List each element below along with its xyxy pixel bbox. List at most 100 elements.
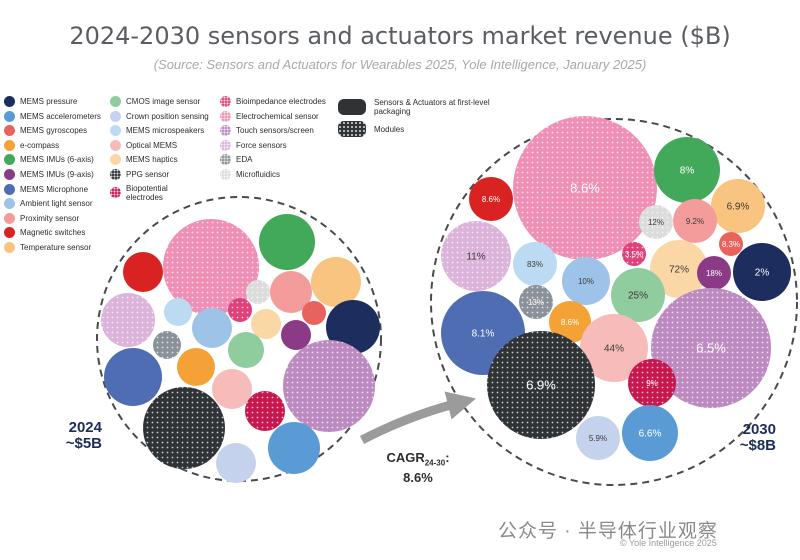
bubble-2030 — [469, 177, 513, 221]
copyright-text: © Yole Intelligence 2025 — [620, 538, 717, 548]
bubble-label-2030: 9.2% — [686, 217, 704, 226]
legend-label: Biopotential electrodes — [126, 183, 168, 202]
total-2030: ~$8B — [739, 437, 776, 454]
legend-item: MEMS gyroscopes — [4, 125, 88, 137]
legend-label: Optical MEMS — [126, 140, 178, 150]
legend-item: Touch sensors/screen — [220, 125, 314, 137]
bubble-label-2030: 3.5% — [625, 250, 643, 259]
bubble-label-2030: 5.9% — [589, 434, 607, 443]
legend-packaging-swatch — [338, 121, 366, 137]
legend-swatch — [4, 242, 15, 253]
cagr-text: CAGR — [386, 450, 425, 465]
cagr-label: CAGR24-30: 8.6% — [378, 451, 458, 485]
legend-swatch — [4, 212, 15, 224]
legend-swatch — [220, 110, 231, 122]
legend-item: CMOS image sensor — [110, 96, 200, 107]
legend: MEMS pressure MEMS accelerometers MEMS gyr… — [0, 0, 520, 260]
legend-item: Crown position sensing — [110, 110, 209, 122]
legend-label: MEMS Microphone — [20, 184, 89, 194]
bubble-2030 — [697, 256, 731, 290]
legend-item: Bioimpedance electrodes — [220, 96, 326, 107]
bubble-2030 — [654, 137, 720, 203]
legend-item: Ambient light sensor — [4, 198, 93, 210]
bubble-2024 — [311, 257, 361, 307]
bubble-2024 — [177, 348, 215, 386]
legend-swatch — [110, 96, 121, 107]
legend-item: Force sensors — [220, 139, 287, 151]
legend-packaging-item: Sensors & Actuators at first-level packa… — [338, 98, 504, 116]
chart-title: 2024-2030 sensors and actuators market r… — [69, 22, 731, 50]
year-label-2024: 2024 ~$5B — [40, 420, 102, 452]
bubble-texture-2030 — [651, 288, 771, 408]
bubble-2024 — [216, 443, 256, 483]
bubble-2024 — [123, 252, 163, 292]
legend-swatch — [220, 125, 231, 137]
bubble-2030 — [673, 199, 717, 243]
legend-item: MEMS haptics — [110, 154, 178, 166]
legend-item: Electrochemical sensor — [220, 110, 319, 122]
bubble-label-2030: 25% — [628, 291, 648, 302]
legend-label: PPG sensor — [126, 170, 170, 179]
legend-packaging-label: Sensors & Actuators at first-level packa… — [374, 98, 490, 116]
bubble-texture-2030 — [628, 359, 676, 407]
legend-label: MEMS microspeakers — [126, 126, 205, 136]
legend-label: CMOS image sensor — [126, 97, 201, 106]
legend-swatch — [4, 169, 15, 180]
legend-label: Ambient light sensor — [20, 199, 93, 209]
legend-swatch — [220, 169, 231, 180]
legend-item: Biopotential electrodes — [110, 184, 196, 202]
legend-swatch — [4, 154, 15, 166]
bubble-2024 — [270, 271, 312, 313]
bubble-label-2030: 8% — [680, 166, 695, 177]
legend-label: Magnetic switches — [20, 228, 86, 238]
legend-swatch — [110, 110, 121, 122]
bubble-label-2030: 83% — [527, 260, 543, 269]
bubble-2024 — [104, 348, 162, 406]
legend-label: e-compass — [20, 140, 60, 150]
bubble-2030 — [549, 301, 591, 343]
legend-label: EDA — [236, 155, 253, 165]
bubble-2030 — [580, 314, 648, 382]
legend-label: Proximity sensor — [20, 213, 80, 223]
legend-swatch — [220, 96, 231, 107]
legend-item: EDA — [220, 154, 253, 166]
bubble-texture-2024 — [245, 391, 285, 431]
bubble-texture-2030 — [487, 331, 595, 439]
bubble-2030 — [622, 405, 678, 461]
bubble-2024 — [164, 298, 192, 326]
bubble-2024 — [281, 320, 311, 350]
legend-packaging-swatch — [338, 99, 366, 115]
cagr-value: 8.6% — [403, 469, 433, 485]
bubble-2024 — [192, 308, 232, 348]
bubble-label-2030: 8.3% — [722, 240, 740, 249]
bubble-2030 — [711, 179, 765, 233]
legend-swatch — [110, 187, 121, 199]
bubble-label-2030: 12% — [648, 218, 664, 227]
bubble-2030 — [513, 242, 557, 286]
bubble-label-2030: 6.9% — [727, 202, 750, 213]
legend-swatch — [110, 139, 121, 151]
bubble-2030 — [650, 240, 708, 298]
legend-swatch — [110, 154, 121, 166]
legend-swatch — [4, 183, 15, 195]
chart-subtitle: (Source: Sensors and Actuators for Weara… — [153, 57, 647, 72]
bubble-2030 — [733, 243, 791, 301]
bubble-label-2030: 6.9% — [526, 378, 556, 393]
year-2030: 2030 — [742, 421, 776, 438]
bubble-2030 — [611, 268, 665, 322]
legend-label: MEMS IMUs (9-axis) — [20, 170, 94, 179]
bubble-texture-2030 — [519, 285, 553, 319]
legend-swatch — [4, 227, 15, 239]
legend-swatch — [4, 125, 15, 137]
bubble-texture-2030 — [622, 242, 646, 266]
legend-label: MEMS accelerometers — [20, 111, 101, 121]
bubble-2024 — [228, 332, 264, 368]
bubble-2024 — [326, 300, 380, 354]
legend-label: MEMS gyroscopes — [20, 126, 88, 136]
legend-item: MEMS microspeakers — [110, 125, 205, 137]
bubble-label-2030: 8.6% — [570, 181, 600, 196]
legend-swatch — [220, 154, 231, 166]
group-outline-2030 — [430, 118, 798, 486]
legend-label: MEMS haptics — [126, 155, 178, 165]
total-2024: ~$5B — [65, 435, 102, 452]
